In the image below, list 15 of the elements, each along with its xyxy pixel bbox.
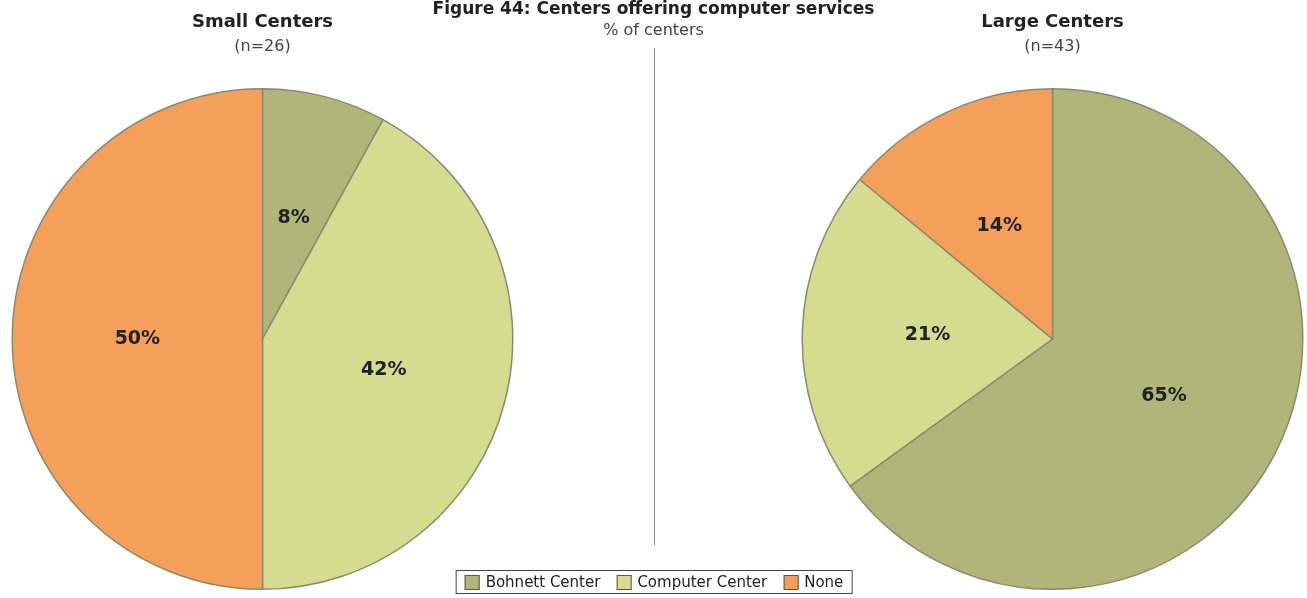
chart-title: Large Centers: [981, 10, 1124, 31]
chart-subtitle: (n=26): [233, 36, 292, 55]
data-label: 21%: [904, 322, 951, 345]
caption: Figure 44: Centers offering computer services: [432, 0, 875, 18]
legend-label: Bohnett Center: [485, 573, 601, 591]
data-label: 50%: [114, 325, 161, 348]
legend-label: None: [804, 573, 844, 591]
text: % of centers: [603, 20, 704, 39]
data-label: 65%: [1141, 382, 1187, 405]
legend-label: Computer Center: [637, 573, 768, 591]
data-label: 14%: [976, 212, 1022, 235]
data-label: 42%: [360, 357, 407, 380]
data-label: 8%: [277, 204, 310, 227]
chart-subtitle: (n=43): [1023, 36, 1082, 55]
chart-title: Small Centers: [191, 10, 334, 31]
